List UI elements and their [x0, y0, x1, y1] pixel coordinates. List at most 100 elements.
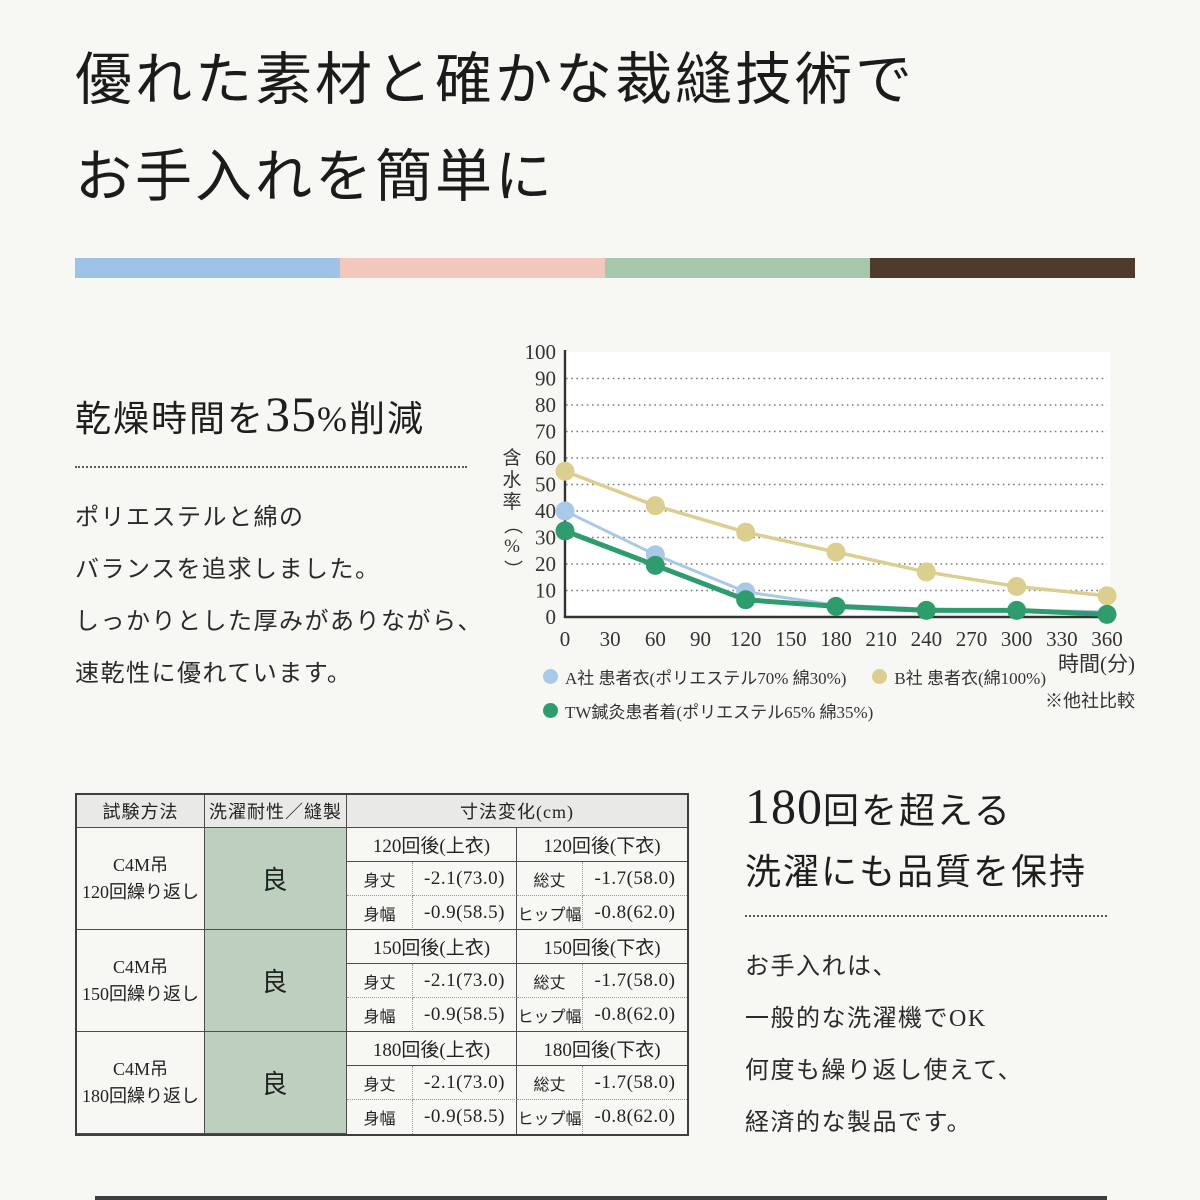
- table-subheader-lower: 180回後(下衣): [517, 1032, 687, 1066]
- legend-label: B社 患者衣(綿100%): [894, 669, 1046, 688]
- svg-text:60: 60: [645, 627, 666, 651]
- table-subheader-upper: 150回後(上衣): [347, 930, 517, 964]
- quality-paragraph-line: 一般的な洗濯機でOK: [745, 1005, 987, 1032]
- svg-text:20: 20: [535, 552, 556, 576]
- drying-paragraph-line: ポリエステルと綿の: [75, 504, 305, 531]
- legend-item: B社 患者衣(綿100%): [872, 664, 1046, 689]
- table-subheader-upper: 180回後(上衣): [347, 1032, 517, 1066]
- svg-text:30: 30: [535, 526, 556, 550]
- svg-text:70: 70: [535, 420, 556, 444]
- svg-text:330: 330: [1046, 627, 1078, 651]
- quality-heading-line1: 180回を超える: [745, 775, 1107, 838]
- drying-heading-prefix: 乾燥時間を: [75, 399, 266, 439]
- next-section-edge: [95, 1196, 1107, 1200]
- series-a-legend-dot: [543, 669, 558, 684]
- table-method-cell: C4M吊 120回繰り返し: [77, 828, 205, 930]
- divider-segment: [870, 258, 1135, 278]
- dotted-rule: [75, 465, 467, 468]
- moisture-chart: 0 10 20 30 40 50 60 70 80 90 100 0 30 60 90 120 150 180 21…: [495, 340, 1145, 723]
- method-line1: C4M吊: [112, 855, 168, 876]
- wash-quality-section: 180回を超える 洗濯にも品質を保持 お手入れは、 一般的な洗濯機でOK 何度も…: [745, 775, 1107, 1149]
- series-tw-legend-dot: [543, 703, 558, 718]
- svg-text:60: 60: [535, 446, 556, 470]
- table-grade-cell: 良: [205, 1032, 347, 1134]
- color-divider-band: [75, 258, 1135, 278]
- table-measure-value: -0.9(58.5): [413, 896, 517, 930]
- legend-item: A社 患者衣(ポリエステル70% 綿30%): [543, 664, 846, 689]
- svg-text:40: 40: [535, 499, 556, 523]
- page-title-line2: お手入れを簡単に: [75, 146, 555, 209]
- table-measure-value: -0.9(58.5): [413, 1100, 517, 1134]
- quality-paragraph-line: お手入れは、: [745, 953, 898, 980]
- table-measure-label: 身幅: [347, 998, 413, 1032]
- table-subheader-lower: 150回後(下衣): [517, 930, 687, 964]
- drying-paragraph-line: バランスを追求しました。: [75, 556, 381, 583]
- method-line1: C4M吊: [112, 1059, 168, 1080]
- method-line2: 150回繰り返し: [82, 983, 199, 1004]
- svg-text:90: 90: [535, 367, 556, 391]
- wash-durability-table: 試験方法 洗濯耐性／縫製 寸法変化(cm) C4M吊 120回繰り返し 良 12…: [75, 793, 689, 1136]
- quality-heading-suffix: 回を超える: [823, 791, 1012, 831]
- legend-item: TW鍼灸患者着(ポリエステル65% 綿35%): [543, 698, 873, 723]
- table-measure-value: -0.8(62.0): [583, 998, 687, 1032]
- table-measure-label: 身丈: [347, 964, 413, 998]
- table-measure-label: 身丈: [347, 1066, 413, 1100]
- table-method-cell: C4M吊 150回繰り返し: [77, 930, 205, 1032]
- table-grade-cell: 良: [205, 828, 347, 930]
- legend-label: A社 患者衣(ポリエステル70% 綿30%): [565, 669, 847, 688]
- svg-text:270: 270: [956, 627, 988, 651]
- quality-paragraph-line: 何度も繰り返し使えて、: [745, 1057, 1024, 1084]
- svg-text:30: 30: [600, 627, 621, 651]
- table-header-durability: 洗濯耐性／縫製: [205, 795, 347, 828]
- chart-note: ※他社比較: [1045, 691, 1135, 711]
- svg-text:0: 0: [560, 627, 571, 651]
- method-line2: 180回繰り返し: [82, 1085, 199, 1106]
- table-measure-value: -2.1(73.0): [413, 964, 517, 998]
- table-method-cell: C4M吊 180回繰り返し: [77, 1032, 205, 1134]
- table-subheader-lower: 120回後(下衣): [517, 828, 687, 862]
- method-line2: 120回繰り返し: [82, 881, 199, 902]
- drying-paragraph-line: 速乾性に優れています。: [75, 660, 353, 687]
- svg-text:80: 80: [535, 393, 556, 417]
- method-line1: C4M吊: [112, 957, 168, 978]
- table-measure-label: ヒップ幅: [517, 998, 583, 1032]
- table-measure-label: ヒップ幅: [517, 1100, 583, 1134]
- chart-legend: A社 患者衣(ポリエステル70% 綿30%) B社 患者衣(綿100%) TW鍼…: [543, 664, 1046, 723]
- svg-text:50: 50: [535, 473, 556, 497]
- svg-text:120: 120: [730, 627, 762, 651]
- table-measure-value: -0.8(62.0): [594, 1106, 676, 1127]
- table-measure-value: -0.9(58.5): [413, 998, 517, 1032]
- divider-segment: [340, 258, 605, 278]
- divider-segment: [75, 258, 340, 278]
- svg-text:150: 150: [775, 627, 807, 651]
- page-title-line1: 優れた素材と確かな裁縫技術で: [75, 49, 915, 112]
- drying-time-section: 乾燥時間を35%削減 ポリエステルと綿の バランスを追求しました。 しっかりとし…: [75, 383, 482, 700]
- table-measure-label: 身幅: [347, 1100, 413, 1134]
- svg-text:10: 10: [535, 579, 556, 603]
- table-measure-label: 身丈: [347, 862, 413, 896]
- table-measure-label: 総丈: [517, 862, 583, 896]
- svg-text:240: 240: [911, 627, 943, 651]
- table-measure-label: 総丈: [517, 964, 583, 998]
- table-header-dimension: 寸法変化(cm): [347, 795, 687, 828]
- dotted-rule: [745, 914, 1107, 917]
- table-subheader-upper: 120回後(上衣): [347, 828, 517, 862]
- svg-text:90: 90: [690, 627, 711, 651]
- svg-text:300: 300: [1001, 627, 1033, 651]
- chart-y-axis-label: 含水率（%）: [501, 448, 523, 579]
- page-title: 優れた素材と確かな裁縫技術で お手入れを簡単に: [75, 52, 915, 206]
- svg-text:180: 180: [820, 627, 852, 651]
- series-b-legend-dot: [872, 669, 888, 684]
- legend-label: TW鍼灸患者着(ポリエステル65% 綿35%): [565, 703, 874, 722]
- chart-x-axis-label: 時間(分): [1058, 652, 1135, 676]
- table-measure-label: ヒップ幅: [517, 896, 583, 930]
- table-grade-cell: 良: [205, 930, 347, 1032]
- quality-heading-line2: 洗濯にも品質を保持: [745, 851, 1088, 892]
- svg-text:0: 0: [546, 605, 557, 629]
- drying-heading-suffix: %削減: [317, 399, 426, 439]
- table-measure-label: 身幅: [347, 896, 413, 930]
- svg-text:100: 100: [525, 340, 557, 364]
- drying-heading: 乾燥時間を35%削減: [75, 383, 467, 446]
